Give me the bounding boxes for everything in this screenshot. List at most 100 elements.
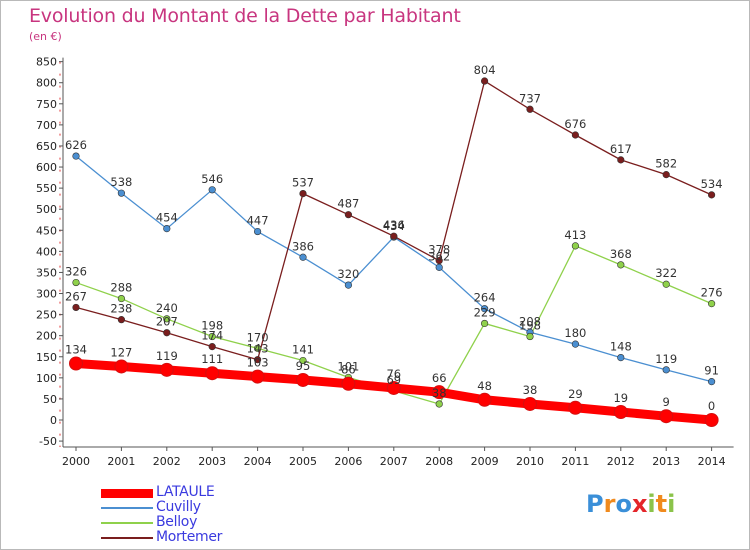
logo-letter: t (655, 490, 668, 518)
series-point (117, 294, 125, 303)
data-label: 119 (156, 349, 178, 363)
data-label: 48 (477, 379, 492, 393)
data-label: 174 (201, 329, 223, 343)
series-points (69, 77, 719, 427)
logo-letter: i (667, 490, 676, 518)
data-label: 362 (428, 249, 450, 263)
data-label: 288 (110, 281, 132, 295)
proxiti-logo: Proxiti (586, 490, 675, 518)
logo-letter: P (586, 490, 604, 518)
data-label: 38 (432, 386, 447, 400)
series-point (72, 303, 80, 312)
data-label: 538 (110, 175, 132, 189)
series-point (704, 413, 719, 427)
data-label: 537 (292, 176, 314, 190)
x-tick-label: 2002 (153, 455, 181, 468)
data-label: 238 (110, 302, 132, 316)
x-tick-label: 2009 (471, 455, 499, 468)
data-label: 737 (519, 91, 541, 105)
data-label: 29 (568, 387, 583, 401)
data-label: 804 (474, 63, 496, 77)
data-label: 413 (564, 228, 586, 242)
legend-item-mortemer: Mortemer (101, 529, 301, 545)
data-label: 143 (247, 342, 269, 356)
x-tick-label: 2000 (62, 455, 90, 468)
data-label: 19 (613, 391, 628, 405)
data-label: 676 (564, 117, 586, 131)
series-point (299, 356, 307, 365)
legend-item-belloy: Belloy (101, 514, 301, 530)
series-point (296, 372, 310, 387)
y-tick-label: 150 (36, 351, 57, 364)
data-label: 86 (341, 363, 356, 377)
data-label: 276 (701, 286, 723, 300)
legend-swatch (101, 537, 153, 539)
data-label: 207 (156, 315, 178, 329)
series-point (208, 332, 216, 341)
data-label: 264 (474, 291, 496, 305)
data-label: 76 (386, 367, 401, 381)
series-point (117, 189, 125, 197)
data-labels: 626 538 454 546 447 386 320 434 362 264 208 180 148 1… (65, 63, 723, 413)
y-tick-label: 300 (36, 288, 57, 301)
series-point (159, 362, 174, 377)
series-point (163, 329, 171, 337)
logo-letter: i (647, 490, 656, 518)
series-point (662, 366, 670, 374)
data-label: 434 (383, 219, 405, 233)
data-label: 91 (704, 364, 719, 378)
data-label: 326 (65, 265, 87, 279)
series-point (526, 105, 534, 113)
data-label: 229 (474, 305, 496, 319)
y-tick-label: 250 (36, 309, 57, 322)
data-label: 111 (201, 352, 223, 366)
data-label: 141 (292, 343, 314, 357)
data-label: 148 (610, 340, 632, 354)
logo-letter: o (615, 490, 632, 518)
series-point (117, 316, 125, 324)
legend-label: Cuvilly (156, 499, 201, 515)
series-point (571, 242, 580, 250)
data-label: 134 (65, 343, 87, 357)
data-label: 534 (701, 177, 723, 191)
legend-swatch (101, 522, 153, 524)
data-label: 9 (663, 395, 670, 409)
data-label: 101 (337, 359, 359, 373)
series-point (114, 359, 129, 374)
x-tick-label: 2014 (698, 455, 726, 468)
x-tick-label: 2012 (607, 455, 635, 468)
legend-label: Belloy (156, 514, 198, 530)
series-point (344, 281, 353, 289)
y-tick-label: 0 (50, 414, 57, 427)
y-tick-label: 750 (36, 98, 57, 111)
series-point (254, 227, 262, 236)
series-point (568, 400, 583, 415)
series-point (344, 211, 353, 219)
series-point (72, 152, 80, 160)
series-point (390, 232, 398, 240)
data-label: 322 (655, 266, 677, 280)
data-label: 66 (432, 371, 447, 385)
y-tick-label: 800 (36, 77, 57, 90)
data-label: 436 (383, 218, 405, 232)
data-label: 267 (65, 289, 87, 303)
data-label: 617 (610, 142, 632, 156)
data-label: 320 (337, 267, 359, 281)
series-point (481, 77, 489, 85)
data-label: 69 (386, 373, 401, 387)
series-point (163, 315, 171, 323)
series-point (69, 356, 83, 371)
x-tick-label: 2001 (107, 455, 135, 468)
series-point (613, 404, 628, 419)
chart-unit: (en €) (29, 30, 62, 43)
series-point (617, 261, 625, 269)
y-tick-label: 350 (36, 266, 57, 279)
legend-swatch (101, 507, 153, 509)
data-label: 546 (201, 172, 223, 186)
logo-letter: x (631, 490, 648, 518)
series-point (341, 376, 356, 391)
x-tick-label: 2003 (198, 455, 226, 468)
series-point (299, 253, 307, 261)
data-label: 447 (247, 214, 269, 228)
